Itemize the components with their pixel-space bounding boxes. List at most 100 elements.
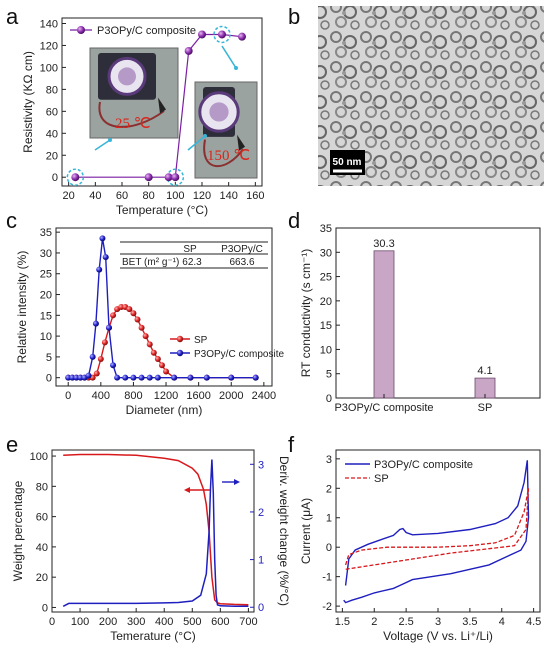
y-tick-label: 35 xyxy=(40,227,52,239)
y-tick-label: 3 xyxy=(326,454,332,466)
panel-label-f: f xyxy=(288,432,295,457)
emblem-center xyxy=(209,102,229,122)
data-point xyxy=(154,355,161,362)
y-tick-label: 80 xyxy=(46,84,58,96)
y-tick-label: 0 xyxy=(42,602,48,614)
panel-label-c: c xyxy=(6,208,17,233)
data-point xyxy=(164,173,173,182)
legend-marker xyxy=(77,26,85,34)
cyan-arrow xyxy=(94,139,111,151)
x-tick-label: 1.5 xyxy=(335,616,350,628)
cyan-arrowhead xyxy=(108,138,112,142)
x-tick-label: 300 xyxy=(127,616,145,628)
y-tick-label: 80 xyxy=(36,481,48,493)
x-tick-label: 1200 xyxy=(154,390,178,402)
data-point xyxy=(101,339,108,346)
y-tick-label: 2 xyxy=(326,483,332,495)
x-tick-label: 0 xyxy=(49,616,55,628)
series-line-sp xyxy=(344,488,530,570)
legend-label: SP xyxy=(194,335,208,346)
y-tick-label: 0 xyxy=(326,393,332,405)
y-tick-label: 20 xyxy=(46,150,58,162)
series-line-derivative xyxy=(62,459,249,608)
y-tick-label: 40 xyxy=(46,128,58,140)
x-tick-label: 800 xyxy=(124,390,142,402)
y-tick-label: 0 xyxy=(326,542,332,554)
data-point xyxy=(252,374,259,381)
clip-icon xyxy=(237,134,245,151)
x-tick-label: 100 xyxy=(71,616,89,628)
wire xyxy=(203,139,244,167)
y-tick-label: 1 xyxy=(326,513,332,525)
x-tick-label: 60 xyxy=(116,190,128,202)
y-tick-label: 100 xyxy=(30,451,48,463)
x-tick-label: 200 xyxy=(99,616,117,628)
data-point xyxy=(154,374,161,381)
y-tick-label: 40 xyxy=(36,542,48,554)
y-tick-label: 30 xyxy=(320,247,332,259)
data-point xyxy=(99,235,106,242)
y-tick-label: 5 xyxy=(46,352,52,364)
x-tick-label: 140 xyxy=(219,190,237,202)
highlight-circle xyxy=(213,25,231,44)
y-tick-label: 120 xyxy=(40,40,58,52)
data-point xyxy=(163,368,170,375)
legend-marker xyxy=(176,349,184,357)
data-point xyxy=(138,324,145,331)
plot-frame xyxy=(335,449,541,613)
y-axis-label: RT conductivity (s cm⁻¹) xyxy=(299,249,313,378)
data-point xyxy=(130,310,137,317)
x-tick-label: 400 xyxy=(155,616,173,628)
data-point xyxy=(158,362,165,369)
inset-photo: 150 ℃ xyxy=(194,81,258,179)
emblem-center xyxy=(118,67,136,86)
temperature-annotation: 150 ℃ xyxy=(207,148,250,164)
x-tick-label: 40 xyxy=(89,190,101,202)
data-point xyxy=(92,320,99,327)
series-line-p3opy xyxy=(343,460,530,604)
x-tick-label: 700 xyxy=(239,616,257,628)
table-header: P3OPy/C xyxy=(221,244,263,255)
legend-marker xyxy=(176,335,184,343)
y-axis-label: Current (μA) xyxy=(299,498,313,564)
x-axis-label: Temperature (°C) xyxy=(116,203,208,217)
data-point xyxy=(228,374,235,381)
x-tick-label: 120 xyxy=(193,190,211,202)
bar-data-label: 4.1 xyxy=(477,365,492,377)
y-tick-label: 35 xyxy=(320,223,332,235)
x-tick-label: 20 xyxy=(63,190,75,202)
data-point xyxy=(71,173,80,182)
plot-frame xyxy=(335,227,541,399)
panel-label-a: a xyxy=(6,4,19,29)
panel-label-e: e xyxy=(6,432,18,457)
panel-e-tga: 0 100 200 300 400 500 600 700020406080100Temera… xyxy=(11,449,291,643)
category-label: SP xyxy=(478,402,493,414)
y-tick-label: 20 xyxy=(320,296,332,308)
y-tick-label: 20 xyxy=(36,572,48,584)
wire xyxy=(98,101,165,128)
category-label: P3OPy/C composite xyxy=(334,402,433,414)
x-tick-label: 2000 xyxy=(219,390,243,402)
cyan-arrow xyxy=(221,45,237,69)
panel-d-conductivity-bars: 0 5 10 15 20 25 30 35 RT conductivity (s cm⁻¹) 30… xyxy=(299,223,541,414)
data-point xyxy=(93,370,100,377)
plot-frame xyxy=(61,17,263,187)
x-axis-label: Voltage (V vs. Li⁺/Li) xyxy=(383,629,493,643)
data-point xyxy=(198,30,206,39)
x-tick-label: 1600 xyxy=(186,390,210,402)
cyan-arrowhead xyxy=(234,66,238,70)
plot-frame xyxy=(51,449,255,613)
x-tick-label: 160 xyxy=(246,190,264,202)
data-point xyxy=(218,30,226,39)
arrowhead-red xyxy=(184,487,190,493)
y-tick-label: 30 xyxy=(40,248,52,260)
plot-frame xyxy=(55,227,273,387)
table-cell: 62.3 xyxy=(182,257,202,268)
x-axis-label: Temerature (°C) xyxy=(110,629,195,643)
data-point xyxy=(146,374,153,381)
y2-tick-label: 1 xyxy=(258,555,264,567)
y-tick-label: 25 xyxy=(40,269,52,281)
data-point xyxy=(142,333,149,340)
legend-label: P3OPy/C composite xyxy=(374,459,473,471)
